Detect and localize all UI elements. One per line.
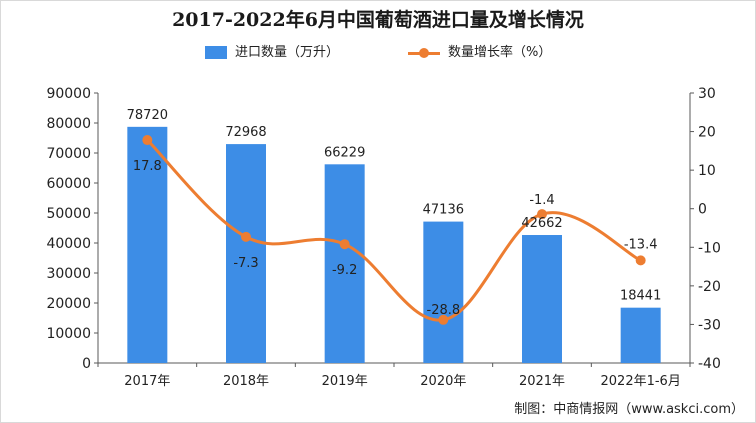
legend-swatch-dot xyxy=(419,48,429,58)
bar-value-label: 42662 xyxy=(521,216,562,231)
y-right-tick-label: 30 xyxy=(698,86,716,102)
bar xyxy=(127,126,168,363)
line-value-label: -13.4 xyxy=(624,237,658,252)
bar-value-label: 72968 xyxy=(225,125,266,140)
y-right-tick-label: -40 xyxy=(698,356,721,372)
x-tick-label: 2017年 xyxy=(124,374,170,389)
y-left-tick-label: 20000 xyxy=(46,296,91,312)
x-tick-label: 2020年 xyxy=(420,374,466,389)
y-right-tick-label: 20 xyxy=(698,125,716,141)
y-right-tick-label: 0 xyxy=(698,202,707,218)
growth-rate-point xyxy=(537,209,547,220)
chart-source-note: 制图：中商情报网（www.askci.com） xyxy=(514,402,744,417)
y-left-tick-label: 60000 xyxy=(46,176,91,192)
x-tick-label: 2019年 xyxy=(322,374,368,389)
line-value-label: 17.8 xyxy=(133,159,162,174)
y-left-tick-label: 40000 xyxy=(46,236,91,252)
line-value-label: -9.2 xyxy=(332,263,357,278)
growth-rate-line xyxy=(146,138,642,322)
y-left-tick-label: 30000 xyxy=(46,266,91,282)
y-right-tick-label: 10 xyxy=(698,163,716,179)
legend-label-line: 数量增长率（%） xyxy=(448,45,552,60)
y-left-tick-label: 80000 xyxy=(46,116,91,132)
growth-rate-point xyxy=(339,239,350,250)
x-tick-label: 2018年 xyxy=(223,374,269,389)
bar-value-label: 47136 xyxy=(423,203,464,218)
growth-rate-point xyxy=(241,231,251,242)
legend-label-bar: 进口数量（万升） xyxy=(235,45,340,60)
bar xyxy=(620,307,661,363)
y-left-tick-label: 10000 xyxy=(46,326,91,342)
y-left-tick-label: 70000 xyxy=(46,146,91,162)
line-value-label: -7.3 xyxy=(233,256,258,271)
bar xyxy=(226,144,266,363)
chart-legend: 进口数量（万升） 数量增长率（%） xyxy=(0,44,756,62)
legend-item-bar: 进口数量（万升） xyxy=(205,44,339,62)
y-right-tick-label: -30 xyxy=(698,317,721,333)
y-left-tick-label: 0 xyxy=(82,356,91,372)
growth-rate-point xyxy=(438,314,449,325)
y-right-tick-label: -10 xyxy=(698,240,721,256)
bar-value-label: 66229 xyxy=(324,145,365,160)
y-left-tick-label: 50000 xyxy=(46,206,91,222)
x-tick-label: 2021年 xyxy=(519,374,565,389)
bar-value-label: 18441 xyxy=(620,289,661,304)
legend-item-line: 数量增长率（%） xyxy=(408,44,551,62)
chart-title: 2017-2022年6月中国葡萄酒进口量及增长情况 xyxy=(172,9,584,31)
y-right-tick-label: -20 xyxy=(698,279,721,295)
bar-value-label: 78720 xyxy=(127,108,168,123)
line-value-label: -1.4 xyxy=(529,193,554,208)
growth-rate-point xyxy=(142,135,153,146)
bar xyxy=(522,235,562,363)
legend-swatch-bar xyxy=(205,46,227,59)
line-value-label: -28.8 xyxy=(427,303,461,318)
bar xyxy=(324,164,365,363)
y-left-tick-label: 90000 xyxy=(46,86,91,102)
x-tick-label: 2022年1-6月 xyxy=(601,374,681,389)
bar xyxy=(423,221,464,363)
growth-rate-point xyxy=(635,255,646,266)
